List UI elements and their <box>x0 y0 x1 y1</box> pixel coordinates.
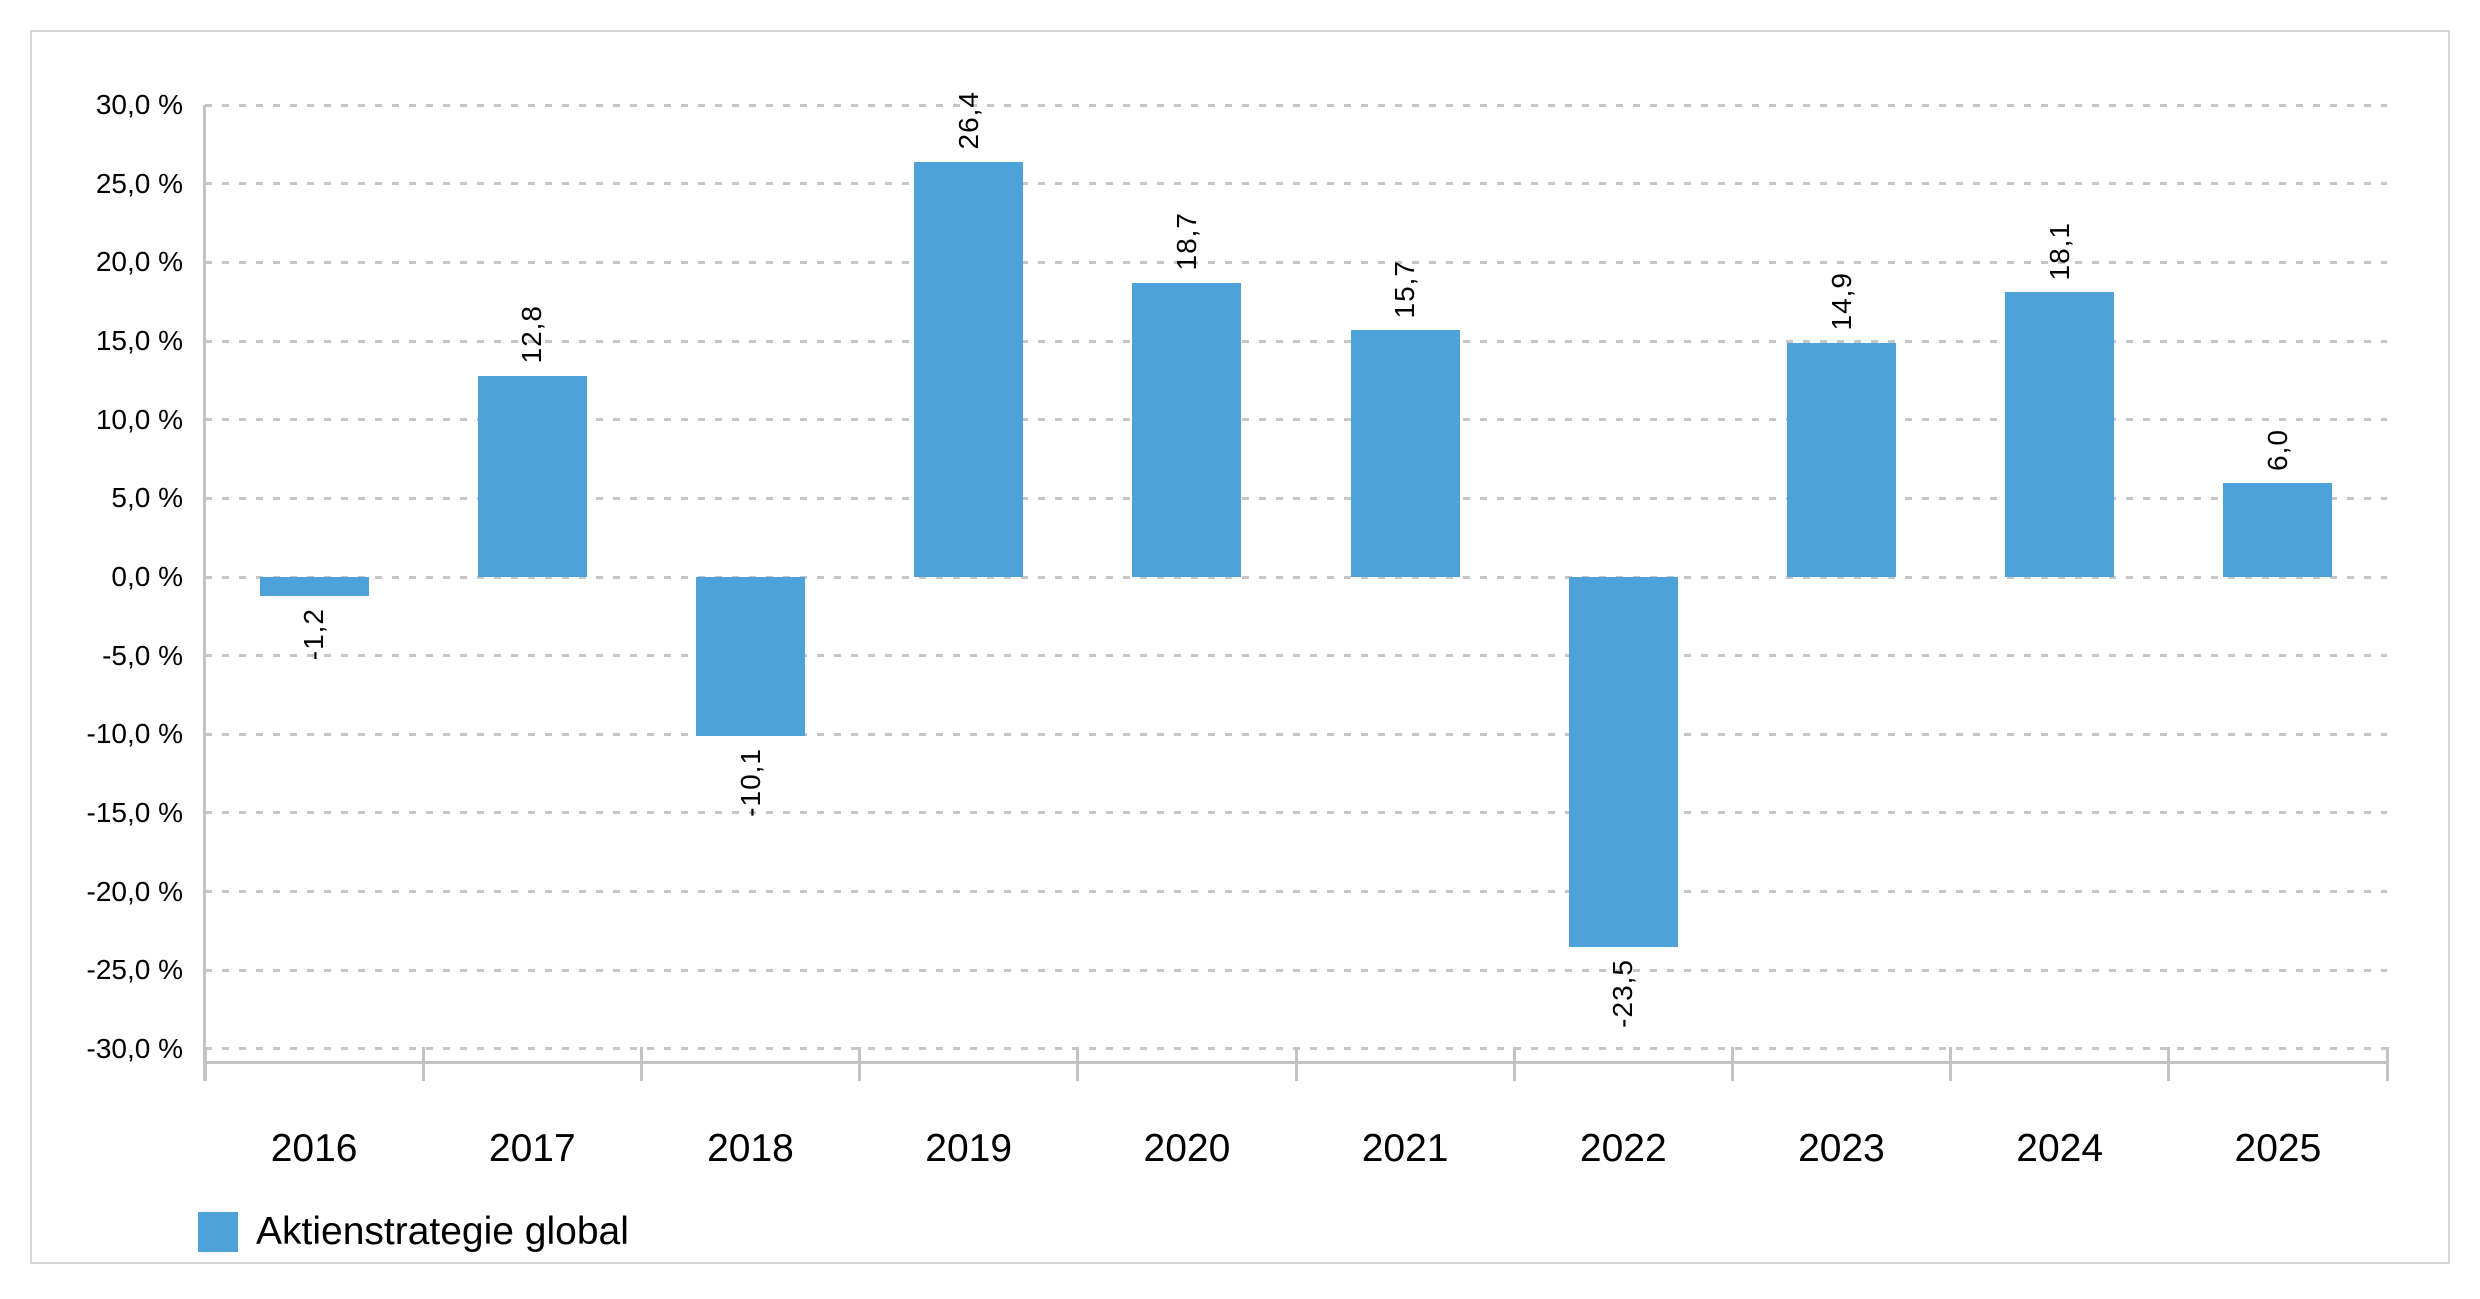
bar-2017 <box>477 375 587 577</box>
x-tick-label-2020: 2020 <box>1143 1127 1231 1170</box>
y-tick-label: -25,0 % <box>86 954 184 986</box>
x-axis-tick <box>1294 1047 1298 1081</box>
y-tick-label: -15,0 % <box>86 796 184 828</box>
chart-frame <box>30 30 2450 1264</box>
x-axis-tick <box>1076 1047 1080 1081</box>
y-tick-label: 25,0 % <box>95 167 183 199</box>
y-tick-label: 20,0 % <box>95 246 183 278</box>
bar-2024 <box>2005 292 2115 577</box>
y-tick-label: -20,0 % <box>86 875 184 907</box>
bar-value-label-2018: -10,1 <box>734 747 766 817</box>
gridline--15,0% <box>205 811 2387 815</box>
y-axis-line <box>203 105 206 1081</box>
legend: Aktienstrategie global <box>198 1210 629 1254</box>
x-axis-tick <box>203 1047 207 1081</box>
y-tick-label: -10,0 % <box>86 718 184 750</box>
y-tick-label: 10,0 % <box>95 403 183 435</box>
gridline-30,0% <box>205 103 2387 107</box>
x-tick-label-2016: 2016 <box>270 1127 358 1170</box>
x-tick-label-2018: 2018 <box>707 1127 794 1170</box>
bar-2022 <box>1568 577 1678 947</box>
bar-value-label-2020: 18,7 <box>1170 212 1202 271</box>
x-axis-tick <box>858 1047 862 1081</box>
x-tick-label-2024: 2024 <box>2016 1127 2104 1170</box>
bar-2016 <box>259 577 369 596</box>
gridline--10,0% <box>205 732 2387 736</box>
gridline-10,0% <box>205 418 2387 422</box>
y-tick-label: -5,0 % <box>102 639 183 671</box>
x-tick-label-2017: 2017 <box>488 1127 576 1170</box>
x-axis-tick <box>421 1047 425 1081</box>
y-tick-label: -30,0 % <box>86 1032 184 1064</box>
bar-value-label-2017: 12,8 <box>516 305 548 364</box>
gridline--5,0% <box>205 654 2387 658</box>
legend-label: Aktienstrategie global <box>256 1210 629 1253</box>
x-tick-label-2021: 2021 <box>1361 1127 1449 1170</box>
gridline--20,0% <box>205 890 2387 894</box>
x-axis-tick <box>1949 1047 1953 1081</box>
bar-2021 <box>1350 330 1460 577</box>
gridline-25,0% <box>205 182 2387 186</box>
x-axis-tick <box>1512 1047 1516 1081</box>
bar-2018 <box>696 577 805 736</box>
bar-2020 <box>1132 282 1242 577</box>
bar-value-label-2024: 18,1 <box>2043 221 2075 281</box>
x-tick-label-2023: 2023 <box>1798 1127 1885 1170</box>
x-axis-tick <box>1730 1047 1734 1081</box>
gridline-15,0% <box>205 339 2387 343</box>
bar-value-label-2016: -1,2 <box>298 607 330 661</box>
bar-2025 <box>2223 482 2333 577</box>
y-tick-label: 15,0 % <box>95 325 183 357</box>
legend-swatch-icon <box>198 1212 238 1252</box>
x-axis-tick <box>2385 1047 2389 1081</box>
gridline--25,0% <box>205 968 2387 972</box>
x-tick-label-2019: 2019 <box>925 1127 1013 1170</box>
bar-value-label-2021: 15,7 <box>1389 259 1421 319</box>
x-axis-tick <box>639 1047 643 1081</box>
gridline-20,0% <box>205 260 2387 264</box>
bar-value-label-2025: 6,0 <box>2261 428 2293 471</box>
y-tick-label: 5,0 % <box>111 482 183 514</box>
bar-value-label-2019: 26,4 <box>952 91 984 150</box>
x-tick-label-2022: 2022 <box>1579 1127 1667 1170</box>
gridline-0,0% <box>205 575 2387 579</box>
y-tick-label: 30,0 % <box>95 89 183 121</box>
bar-value-label-2023: 14,9 <box>1825 272 1857 331</box>
gridline-5,0% <box>205 496 2387 500</box>
bar-2023 <box>1787 342 1896 577</box>
bar-2019 <box>914 161 1024 577</box>
x-tick-label-2025: 2025 <box>2234 1127 2322 1170</box>
bar-value-label-2022: -23,5 <box>1607 958 1639 1028</box>
y-tick-label: 0,0 % <box>111 561 183 592</box>
x-axis-tick <box>2167 1047 2171 1081</box>
